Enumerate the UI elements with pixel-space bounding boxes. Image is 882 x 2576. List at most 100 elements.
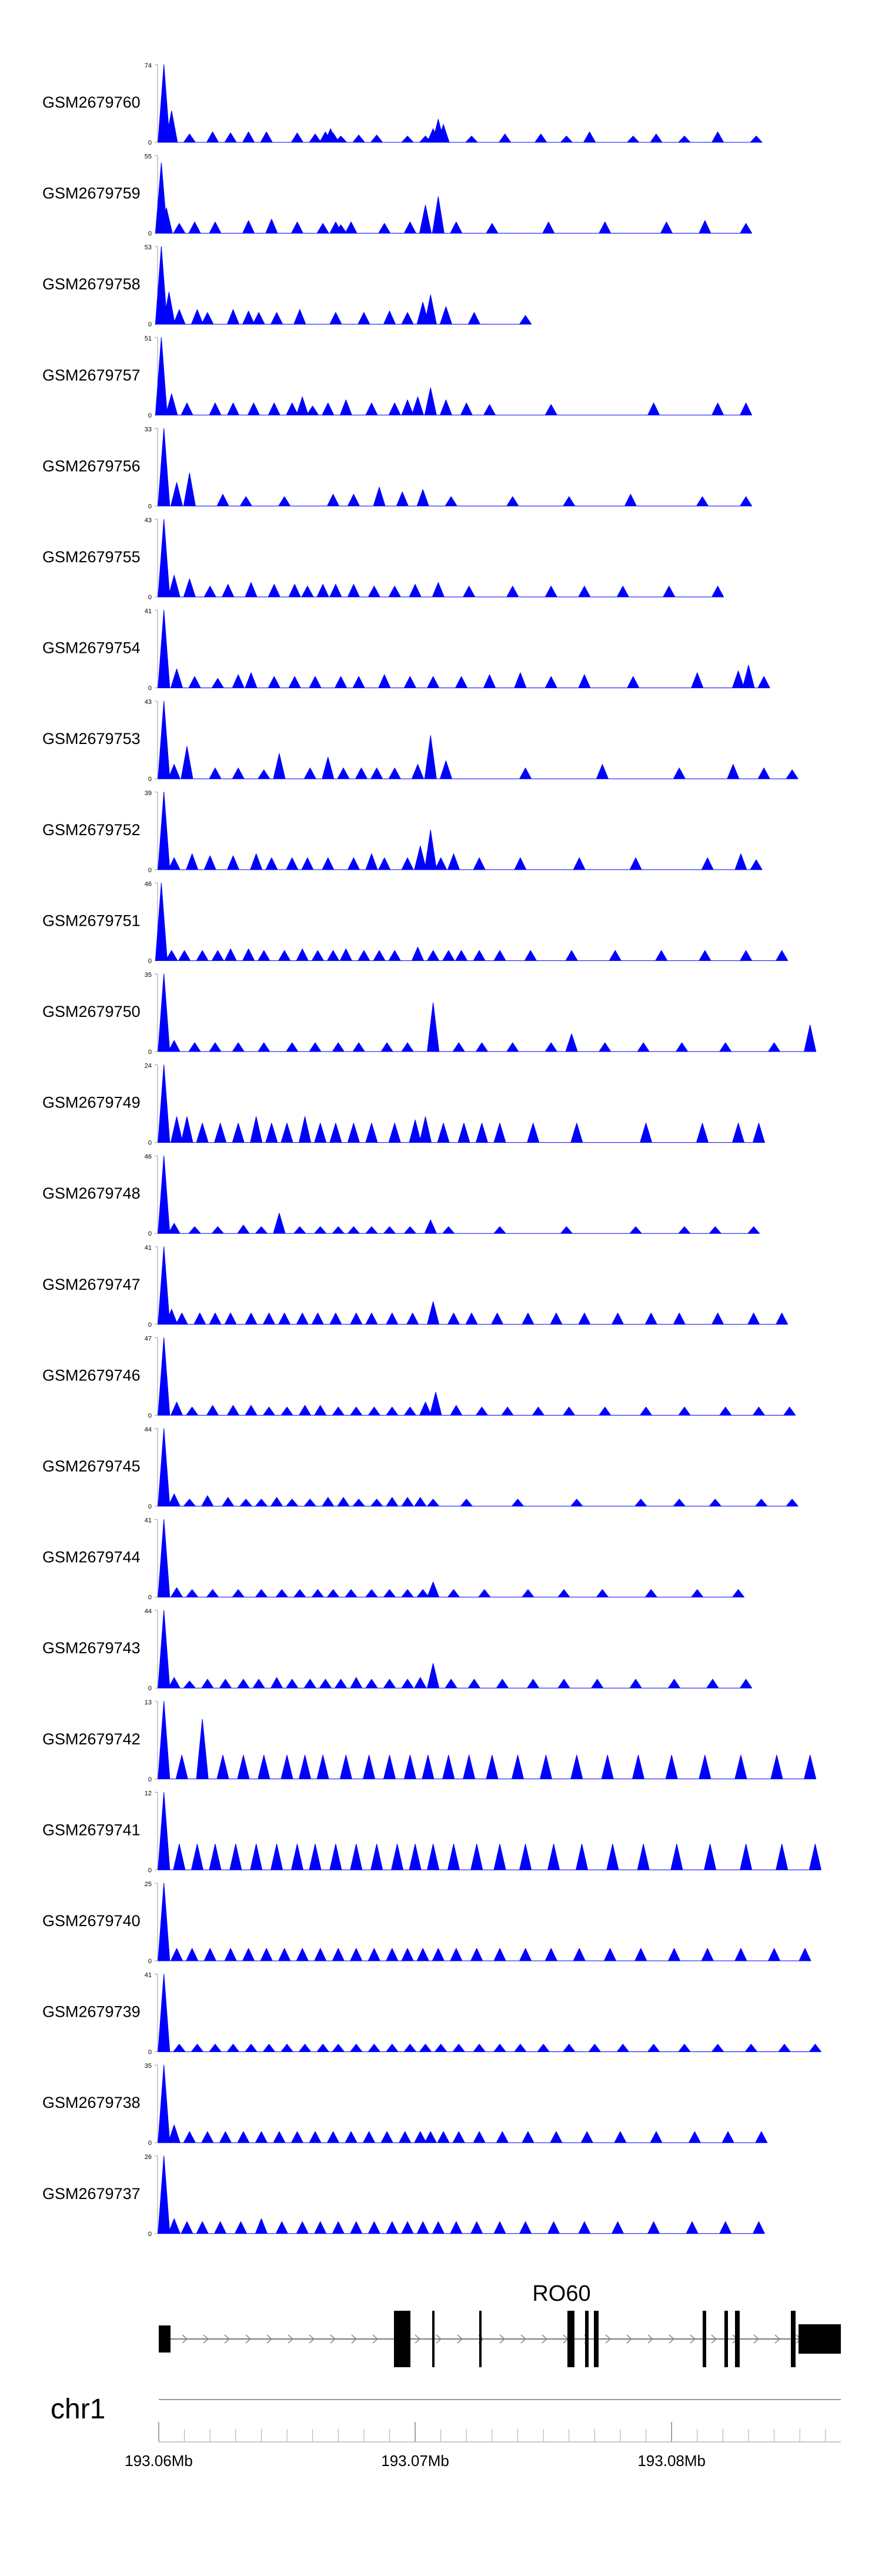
coverage-area [158,2155,765,2234]
track-label: GSM2679750 [42,1003,141,1020]
track-label: GSM2679756 [42,457,141,475]
track-label: GSM2679758 [42,275,141,293]
track-GSM2679741: GSM2679741 12 0 [42,1790,821,1874]
y-axis-max-label: 12 [145,1790,152,1797]
track-label: GSM2679743 [42,1639,141,1657]
minor-ticks [158,2429,826,2442]
y-axis-zero-label: 0 [148,776,152,783]
track-GSM2679755: GSM2679755 43 0 [42,517,724,601]
coverage-area [158,64,763,143]
y-axis-max-label: 53 [145,244,152,251]
strand-arrow [182,2334,188,2344]
y-axis-max-label: 46 [145,880,152,887]
y-axis-zero-label: 0 [148,503,152,510]
y-axis-max-label: 33 [145,426,152,433]
track-GSM2679740: GSM2679740 25 0 [42,1881,811,1965]
y-axis-zero-label: 0 [148,2140,152,2147]
strand-arrow [499,2334,506,2344]
strand-arrow [330,2334,336,2344]
track-GSM2679737: GSM2679737 26 0 [42,2154,765,2238]
exon [703,2311,706,2367]
coverage-area [158,519,724,598]
track-label: GSM2679748 [42,1184,141,1202]
track-label: GSM2679753 [42,730,141,748]
track-label: GSM2679754 [42,639,141,657]
y-axis-zero-label: 0 [148,867,152,874]
track-GSM2679749: GSM2679749 24 0 [42,1063,765,1147]
track-GSM2679747: GSM2679747 41 0 [42,1244,789,1329]
chromosome-axis: chr1 193.06Mb 193.07Mb 193.08Mb [51,2394,841,2470]
y-axis-zero-label: 0 [148,231,152,238]
y-axis-zero-label: 0 [148,594,152,601]
y-axis-zero-label: 0 [148,139,152,146]
exon [479,2311,482,2367]
gene-exons [159,2311,841,2367]
track-GSM2679756: GSM2679756 33 0 [42,426,753,510]
coverage-area [158,1428,799,1507]
y-axis-zero-label: 0 [148,1230,152,1237]
coverage-area [158,1337,796,1416]
y-axis-max-label: 41 [145,1244,152,1252]
y-axis-max-label: 26 [145,2154,152,2161]
coverage-area [158,1791,821,1870]
y-axis-zero-label: 0 [148,1503,152,1510]
coverage-area [158,1610,753,1689]
coverage-area [158,792,763,870]
y-axis-zero-label: 0 [148,1685,152,1692]
tick-label: 193.07Mb [381,2452,449,2470]
coverage-area [158,1974,821,2053]
track-label: GSM2679755 [42,548,141,566]
coverage-area [158,1883,811,1961]
coverage-area [158,1155,760,1234]
strand-arrow [457,2334,463,2344]
exon [724,2311,728,2367]
strand-arrow [753,2334,760,2344]
track-label: GSM2679744 [42,1549,141,1566]
track-GSM2679738: GSM2679738 35 0 [42,2063,768,2147]
strand-arrow [266,2334,273,2344]
track-GSM2679745: GSM2679745 44 0 [42,1426,799,1510]
y-axis-zero-label: 0 [148,2231,152,2238]
strand-arrow [203,2334,209,2344]
exon [735,2311,740,2367]
y-axis-max-label: 51 [145,335,152,342]
track-GSM2679750: GSM2679750 35 0 [42,972,817,1056]
exon [799,2324,841,2354]
track-GSM2679754: GSM2679754 41 0 [42,608,770,692]
strand-arrow [351,2334,358,2344]
strand-arrow [669,2334,675,2344]
y-axis-zero-label: 0 [148,1140,152,1147]
track-GSM2679748: GSM2679748 46 0 [42,1153,760,1237]
track-label: GSM2679737 [42,2185,141,2203]
exon [394,2311,410,2367]
y-axis-max-label: 55 [145,154,152,161]
coverage-area [158,700,799,779]
track-GSM2679760: GSM2679760 74 0 [42,62,763,146]
y-axis-zero-label: 0 [148,1776,152,1783]
y-axis-zero-label: 0 [148,957,152,965]
y-axis-max-label: 47 [145,1335,152,1342]
strand-arrow [774,2334,781,2344]
y-axis-max-label: 43 [145,517,152,524]
track-label: GSM2679738 [42,2094,141,2111]
chromosome-label: chr1 [51,2394,105,2425]
tick-label: 193.08Mb [637,2452,706,2470]
y-axis-max-label: 41 [145,608,152,615]
track-GSM2679757: GSM2679757 51 0 [42,335,753,419]
strand-arrow [690,2334,696,2344]
track-GSM2679739: GSM2679739 41 0 [42,1972,821,2056]
coverage-area [155,246,532,325]
major-ticks: 193.06Mb 193.07Mb 193.08Mb [125,2422,706,2470]
track-GSM2679759: GSM2679759 55 0 [42,154,753,238]
y-axis-max-label: 44 [145,1608,152,1615]
track-label: GSM2679752 [42,821,141,839]
track-GSM2679743: GSM2679743 44 0 [42,1608,753,1692]
strand-arrow [542,2334,548,2344]
y-axis-zero-label: 0 [148,412,152,419]
track-label: GSM2679759 [42,185,141,202]
strand-arrow [436,2334,442,2344]
coverage-area [155,337,753,416]
track-GSM2679753: GSM2679753 43 0 [42,699,799,783]
gene-name: RO60 [532,2281,590,2306]
